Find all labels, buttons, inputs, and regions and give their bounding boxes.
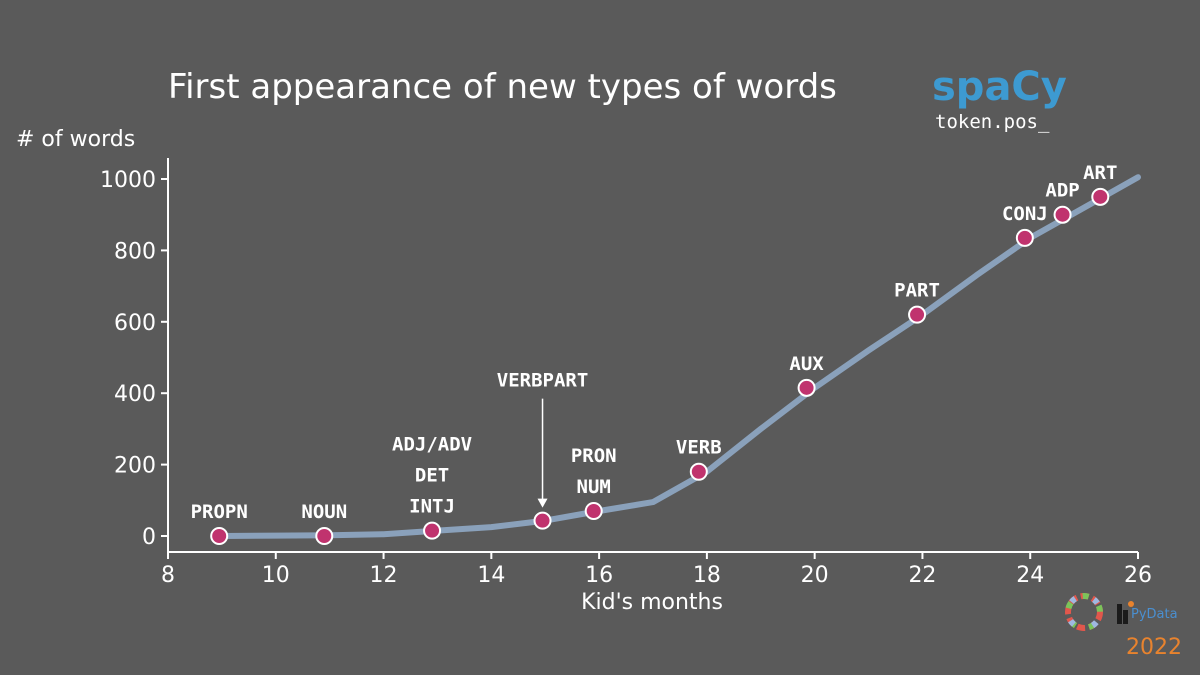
x-tick-label: 18 bbox=[693, 563, 721, 588]
point-label: ADP bbox=[1045, 180, 1079, 202]
pydata-logo: PyData bbox=[1117, 601, 1178, 624]
data-point bbox=[315, 527, 334, 545]
year-label: 2022 bbox=[1126, 635, 1182, 660]
point-label: NUM bbox=[577, 476, 611, 498]
data-point bbox=[908, 305, 927, 324]
point-label: PRON bbox=[571, 445, 617, 467]
point-label: DET bbox=[415, 465, 449, 487]
chart-title: First appearance of new types of words bbox=[168, 67, 837, 107]
brand-logo-text: spaCy bbox=[932, 64, 1067, 110]
data-point bbox=[1091, 187, 1110, 206]
data-point bbox=[533, 511, 552, 530]
data-point bbox=[210, 527, 229, 545]
data-point bbox=[584, 502, 603, 521]
point-label: NOUN bbox=[301, 501, 347, 523]
data-point bbox=[423, 521, 442, 540]
point-label: VERB bbox=[676, 437, 722, 459]
data-point bbox=[1015, 228, 1034, 247]
x-axis-label: Kid's months bbox=[581, 590, 723, 615]
point-label: VERBPART bbox=[497, 370, 589, 392]
x-tick-label: 24 bbox=[1016, 563, 1044, 588]
point-label: PART bbox=[894, 280, 940, 302]
x-tick-label: 12 bbox=[370, 563, 398, 588]
pydata-logo-text: PyData bbox=[1131, 607, 1178, 622]
y-tick-label: 400 bbox=[114, 382, 156, 407]
data-point bbox=[797, 378, 816, 397]
y-tick-label: 600 bbox=[114, 311, 156, 336]
y-tick-label: 800 bbox=[114, 239, 156, 264]
x-tick-label: 22 bbox=[908, 563, 936, 588]
x-tick-label: 16 bbox=[585, 563, 613, 588]
conference-logo bbox=[1065, 593, 1103, 631]
data-point bbox=[689, 462, 708, 481]
axis-ticks: 8 10 12 14 16 18 20 22 24 26 0 200 400 600 800 1000 bbox=[100, 168, 1152, 588]
point-label: AUX bbox=[789, 353, 824, 375]
point-label: ART bbox=[1083, 162, 1117, 184]
point-label: PROPN bbox=[191, 501, 248, 523]
y-tick-label: 0 bbox=[142, 525, 156, 550]
point-annotations: PROPN NOUNADJ/ADVDETINTJVERBPARTPRONNUMVE… bbox=[191, 162, 1118, 523]
x-tick-label: 20 bbox=[801, 563, 829, 588]
data-points bbox=[210, 187, 1110, 545]
y-tick-label: 1000 bbox=[100, 168, 156, 193]
x-tick-label: 8 bbox=[161, 563, 175, 588]
chart-subtitle: token.pos_ bbox=[935, 111, 1050, 133]
point-label: INTJ bbox=[409, 496, 455, 518]
y-tick-label: 200 bbox=[114, 454, 156, 479]
x-tick-label: 26 bbox=[1124, 563, 1152, 588]
point-label: CONJ bbox=[1002, 203, 1048, 225]
y-axis-label: # of words bbox=[16, 127, 135, 152]
x-tick-label: 14 bbox=[477, 563, 505, 588]
arrow-head bbox=[537, 498, 548, 508]
series-line bbox=[218, 174, 1141, 539]
data-point bbox=[1053, 205, 1072, 224]
point-label: ADJ/ADV bbox=[392, 434, 472, 456]
x-tick-label: 10 bbox=[262, 563, 290, 588]
